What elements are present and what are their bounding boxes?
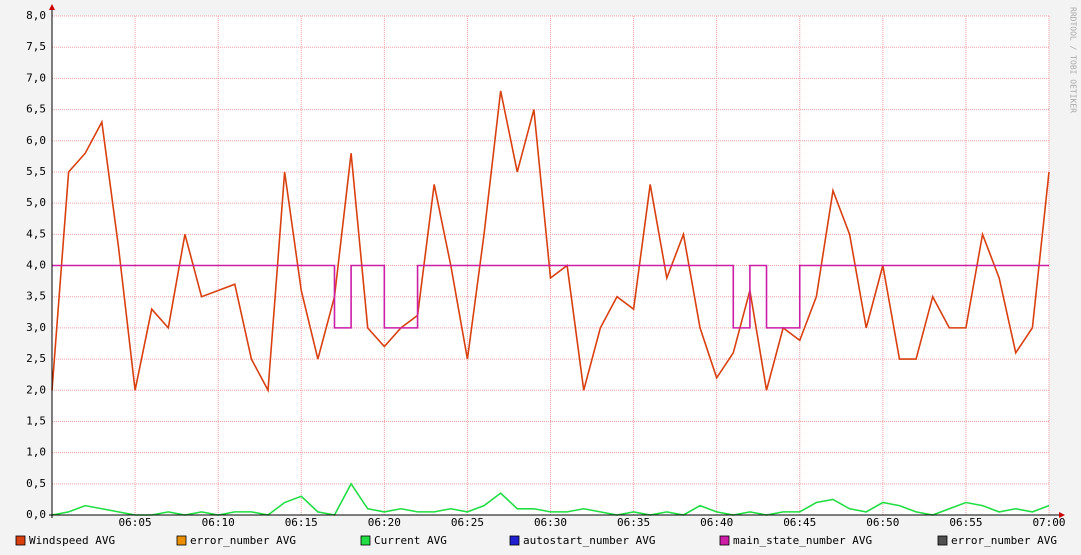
legend-label: Current AVG xyxy=(374,534,447,547)
y-tick-label: 5,0 xyxy=(26,196,46,209)
x-tick-label: 06:05 xyxy=(119,516,152,529)
x-tick-label: 06:15 xyxy=(285,516,318,529)
y-tick-label: 6,0 xyxy=(26,134,46,147)
legend-swatch xyxy=(509,535,520,546)
x-tick-label: 06:10 xyxy=(202,516,235,529)
y-tick-label: 1,5 xyxy=(26,414,46,427)
y-tick-label: 8,0 xyxy=(26,9,46,22)
legend-label: Windspeed AVG xyxy=(29,534,115,547)
x-tick-label: 06:35 xyxy=(617,516,650,529)
y-tick-label: 0,0 xyxy=(26,508,46,521)
y-tick-label: 0,5 xyxy=(26,477,46,490)
legend-swatch xyxy=(937,535,948,546)
legend-swatch xyxy=(15,535,26,546)
watermark: RRDTOOL / TOBI OETIKER xyxy=(1069,7,1078,113)
x-tick-label: 07:00 xyxy=(1032,516,1065,529)
legend-swatch xyxy=(719,535,730,546)
legend-swatch xyxy=(360,535,371,546)
x-tick-label: 06:20 xyxy=(368,516,401,529)
y-tick-label: 2,0 xyxy=(26,383,46,396)
y-tick-label: 1,0 xyxy=(26,446,46,459)
x-tick-label: 06:40 xyxy=(700,516,733,529)
x-tick-label: 06:50 xyxy=(866,516,899,529)
y-tick-label: 4,5 xyxy=(26,227,46,240)
y-tick-label: 3,0 xyxy=(26,321,46,334)
y-tick-label: 3,5 xyxy=(26,290,46,303)
y-tick-label: 7,5 xyxy=(26,40,46,53)
axis-arrow xyxy=(1059,512,1065,518)
axis-arrow xyxy=(49,4,55,10)
legend-label: main_state_number AVG xyxy=(733,534,872,547)
legend-swatch xyxy=(176,535,187,546)
legend-label: error_number AVG xyxy=(951,534,1057,547)
x-tick-label: 06:55 xyxy=(949,516,982,529)
y-tick-label: 7,0 xyxy=(26,71,46,84)
x-tick-label: 06:25 xyxy=(451,516,484,529)
x-tick-label: 06:45 xyxy=(783,516,816,529)
y-tick-label: 4,0 xyxy=(26,259,46,272)
y-tick-label: 5,5 xyxy=(26,165,46,178)
legend-label: error_number AVG xyxy=(190,534,296,547)
x-tick-label: 06:30 xyxy=(534,516,567,529)
legend-label: autostart_number AVG xyxy=(523,534,655,547)
y-tick-label: 2,5 xyxy=(26,352,46,365)
y-tick-label: 6,5 xyxy=(26,103,46,116)
series-line xyxy=(52,264,1049,329)
